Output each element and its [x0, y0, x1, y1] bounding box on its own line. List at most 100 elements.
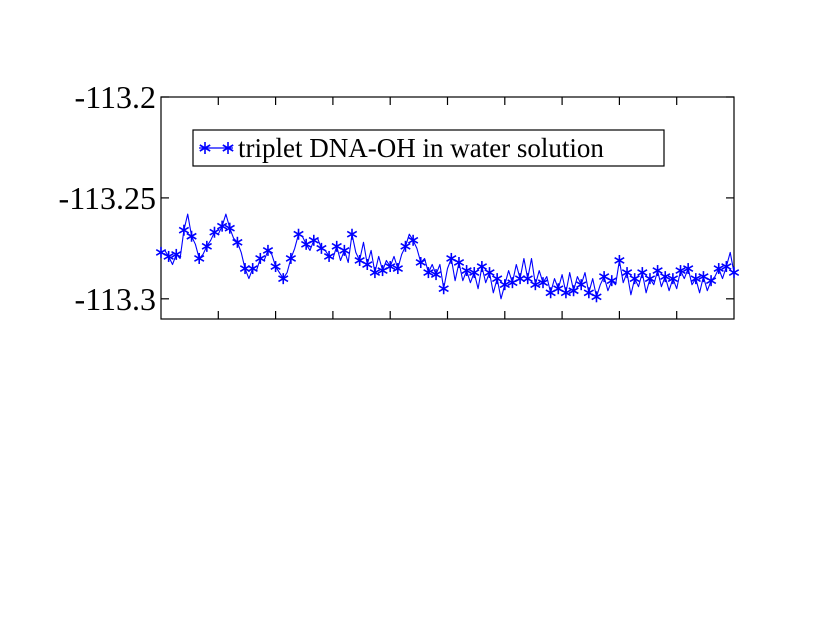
- marker-stroke: [369, 269, 376, 274]
- marker-stroke: [155, 248, 162, 254]
- data-point-marker: [262, 244, 274, 256]
- data-point-marker: [255, 252, 266, 264]
- marker-stroke: [199, 144, 206, 149]
- marker-stroke: [469, 269, 475, 274]
- marker-stroke: [385, 263, 391, 268]
- data-point-marker: [514, 273, 526, 285]
- marker-stroke: [507, 279, 513, 284]
- data-point-marker: [400, 240, 411, 252]
- data-point-marker: [675, 265, 686, 277]
- marker-stroke: [209, 228, 215, 233]
- marker-stroke: [293, 230, 299, 235]
- data-point-marker: [461, 265, 472, 277]
- data-point-marker: [171, 248, 182, 260]
- marker-stroke: [178, 226, 185, 231]
- data-point-marker: [178, 224, 190, 236]
- marker-stroke: [239, 265, 246, 270]
- data-point-marker: [598, 271, 610, 283]
- data-point-marker: [491, 273, 503, 285]
- data-point-marker: [232, 236, 243, 248]
- marker-stroke: [553, 285, 559, 290]
- marker-stroke: [171, 250, 177, 256]
- marker-stroke: [323, 252, 330, 258]
- marker-stroke: [354, 257, 361, 262]
- marker-stroke: [430, 271, 437, 276]
- marker-stroke: [186, 232, 192, 237]
- data-point-marker: [690, 273, 701, 285]
- marker-stroke: [300, 240, 307, 246]
- marker-stroke: [660, 273, 666, 278]
- marker-stroke: [247, 265, 254, 270]
- data-point-marker: [423, 267, 434, 279]
- data-point-marker: [362, 259, 373, 271]
- marker-stroke: [224, 224, 231, 229]
- marker-stroke: [227, 147, 234, 152]
- marker-stroke: [491, 275, 498, 280]
- data-point-marker: [308, 234, 319, 246]
- data-point-marker: [682, 263, 694, 275]
- data-point-marker: [583, 287, 595, 299]
- data-point-marker: [484, 267, 495, 279]
- marker-stroke: [232, 238, 238, 244]
- marker-stroke: [308, 236, 315, 241]
- data-point-marker: [721, 261, 732, 273]
- data-point-marker: [522, 273, 533, 285]
- marker-stroke: [629, 275, 636, 280]
- data-point-marker: [553, 283, 564, 295]
- data-point-marker: [614, 254, 625, 266]
- data-point-marker: [644, 273, 656, 285]
- marker-stroke: [461, 267, 468, 272]
- data-point-marker: [316, 242, 327, 254]
- marker-stroke: [667, 275, 674, 280]
- data-point-marker: [476, 261, 488, 273]
- marker-stroke: [339, 246, 345, 252]
- marker-stroke: [392, 265, 399, 270]
- marker-stroke: [255, 255, 261, 260]
- marker-stroke: [690, 275, 697, 280]
- marker-stroke: [682, 265, 689, 270]
- data-point-marker: [629, 273, 640, 285]
- data-point-marker: [323, 250, 335, 262]
- marker-stroke: [227, 144, 234, 149]
- marker-stroke: [222, 147, 229, 152]
- data-point-marker: [560, 287, 572, 299]
- marker-stroke: [698, 273, 704, 278]
- data-point-marker: [163, 250, 174, 262]
- marker-stroke: [576, 281, 582, 286]
- data-point-marker: [155, 246, 167, 258]
- marker-stroke: [453, 259, 460, 264]
- data-point-marker: [728, 267, 740, 279]
- marker-stroke: [476, 263, 483, 268]
- marker-stroke: [346, 230, 353, 235]
- marker-stroke: [583, 289, 590, 294]
- data-point-marker: [216, 220, 228, 232]
- data-point-marker: [201, 240, 213, 252]
- marker-stroke: [278, 275, 284, 280]
- marker-stroke: [530, 281, 536, 286]
- data-point-marker: [369, 267, 381, 279]
- marker-stroke: [331, 242, 338, 248]
- marker-stroke: [400, 242, 406, 248]
- marker-stroke: [522, 275, 529, 280]
- marker-stroke: [222, 144, 229, 149]
- marker-stroke: [644, 275, 651, 280]
- data-point-marker: [186, 230, 197, 242]
- marker-stroke: [514, 275, 521, 280]
- marker-stroke: [721, 263, 727, 268]
- data-point-marker: [438, 283, 449, 295]
- data-point-marker: [606, 275, 617, 287]
- marker-stroke: [199, 147, 206, 152]
- marker-stroke: [362, 261, 368, 266]
- data-point-marker: [430, 269, 442, 281]
- marker-stroke: [560, 289, 567, 294]
- marker-stroke: [438, 285, 445, 290]
- data-point-marker: [293, 228, 304, 240]
- legend-marker: [199, 142, 211, 154]
- marker-stroke: [499, 281, 506, 286]
- x-axis-ticks: [217, 97, 678, 319]
- data-point-marker: [453, 256, 465, 268]
- marker-stroke: [713, 265, 720, 270]
- legend-marker: [222, 142, 234, 154]
- data-point-marker: [285, 252, 297, 264]
- data-point-marker: [300, 238, 312, 250]
